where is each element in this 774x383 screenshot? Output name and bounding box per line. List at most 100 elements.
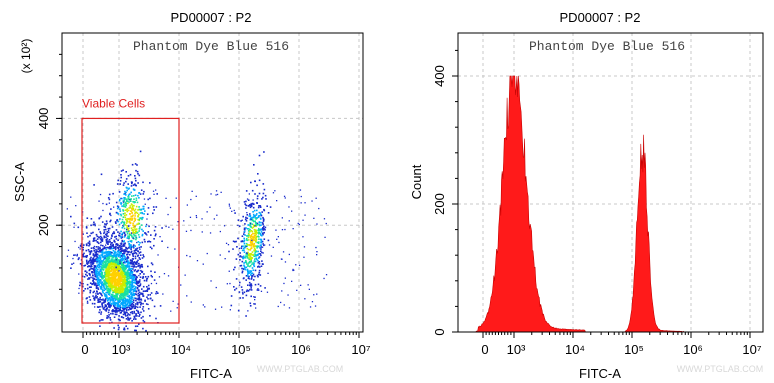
scatter-event [117,324,119,327]
scatter-event [99,265,101,267]
scatter-event [83,265,85,267]
scatter-event [228,205,231,207]
scatter-event [86,217,89,219]
scatter-event [131,300,134,303]
scatter-event [124,270,126,273]
scatter-event [248,215,251,217]
scatter-event [138,246,141,249]
scatter-event [119,180,122,182]
scatter-event [249,206,252,209]
scatter-event [90,250,93,252]
scatter-event [260,241,262,244]
scatter-event [127,302,129,304]
scatter-event [156,193,158,195]
scatter-event [116,292,118,294]
scatter-event [95,268,97,271]
scatter-event [97,248,99,250]
scatter-event [92,223,95,226]
scatter-event [247,232,250,235]
scatter-event [131,260,134,263]
scatter-event [99,280,101,282]
scatter-event [146,234,148,236]
scatter-event [103,283,106,286]
scatter-event [127,282,130,284]
scatter-event [121,232,124,235]
scatter-event [120,294,123,297]
gate-rectangle[interactable] [81,117,180,324]
scatter-event [137,222,140,225]
scatter-event [120,230,122,233]
scatter-event [241,271,244,274]
scatter-event [143,279,146,282]
scatter-event [248,275,250,278]
scatter-y-tick-label: 400 [36,108,51,130]
scatter-event [125,214,128,216]
scatter-event [139,276,142,278]
scatter-event [110,284,113,287]
scatter-event [126,304,129,306]
scatter-event [139,258,141,260]
scatter-event [114,307,117,310]
scatter-event [252,216,254,219]
scatter-event [141,234,144,237]
scatter-event [180,284,182,286]
scatter-event [117,239,119,241]
scatter-event [88,244,90,247]
scatter-event [90,286,92,288]
scatter-event [257,231,260,234]
scatter-event [102,319,104,321]
scatter-event [115,275,118,277]
scatter-event [132,254,134,256]
scatter-event [120,282,123,285]
scatter-event [262,183,265,185]
scatter-event [123,223,125,226]
scatter-event [260,254,262,257]
scatter-event [137,280,139,283]
scatter-event [108,198,111,201]
scatter-event [106,295,108,298]
scatter-event [128,242,131,245]
scatter-event [149,294,151,296]
scatter-event [237,253,240,256]
scatter-event [247,228,250,230]
scatter-event [147,303,149,306]
scatter-event [149,246,152,248]
scatter-event [258,273,260,276]
scatter-event [190,229,192,232]
scatter-event [119,287,121,290]
scatter-event [137,284,139,287]
scatter-event [131,218,134,220]
viable-cells-gate[interactable]: Viable Cells [81,96,180,324]
scatter-plot-area [61,32,364,333]
scatter-event [134,228,136,231]
scatter-event [111,242,113,244]
scatter-event [124,212,126,214]
scatter-event [141,233,144,236]
scatter-event [128,263,131,265]
scatter-event [120,272,123,275]
scatter-event [258,192,261,195]
scatter-event [257,173,259,175]
scatter-event [130,215,132,218]
scatter-event [105,234,108,237]
scatter-event [103,232,105,235]
scatter-event [259,214,261,217]
scatter-event [244,234,246,236]
scatter-event [95,252,98,254]
scatter-event [119,250,122,253]
scatter-event [131,311,133,313]
scatter-event [140,189,143,191]
scatter-event [118,253,121,255]
scatter-event [113,206,115,208]
scatter-event [104,257,106,259]
scatter-gridlines [62,33,363,332]
scatter-event [123,265,126,267]
scatter-event [122,304,124,307]
scatter-event [256,213,258,215]
scatter-event [95,233,98,236]
scatter-event [272,246,274,248]
scatter-event [133,234,136,237]
scatter-event [117,305,120,308]
scatter-event [92,291,95,294]
scatter-event [240,286,243,288]
